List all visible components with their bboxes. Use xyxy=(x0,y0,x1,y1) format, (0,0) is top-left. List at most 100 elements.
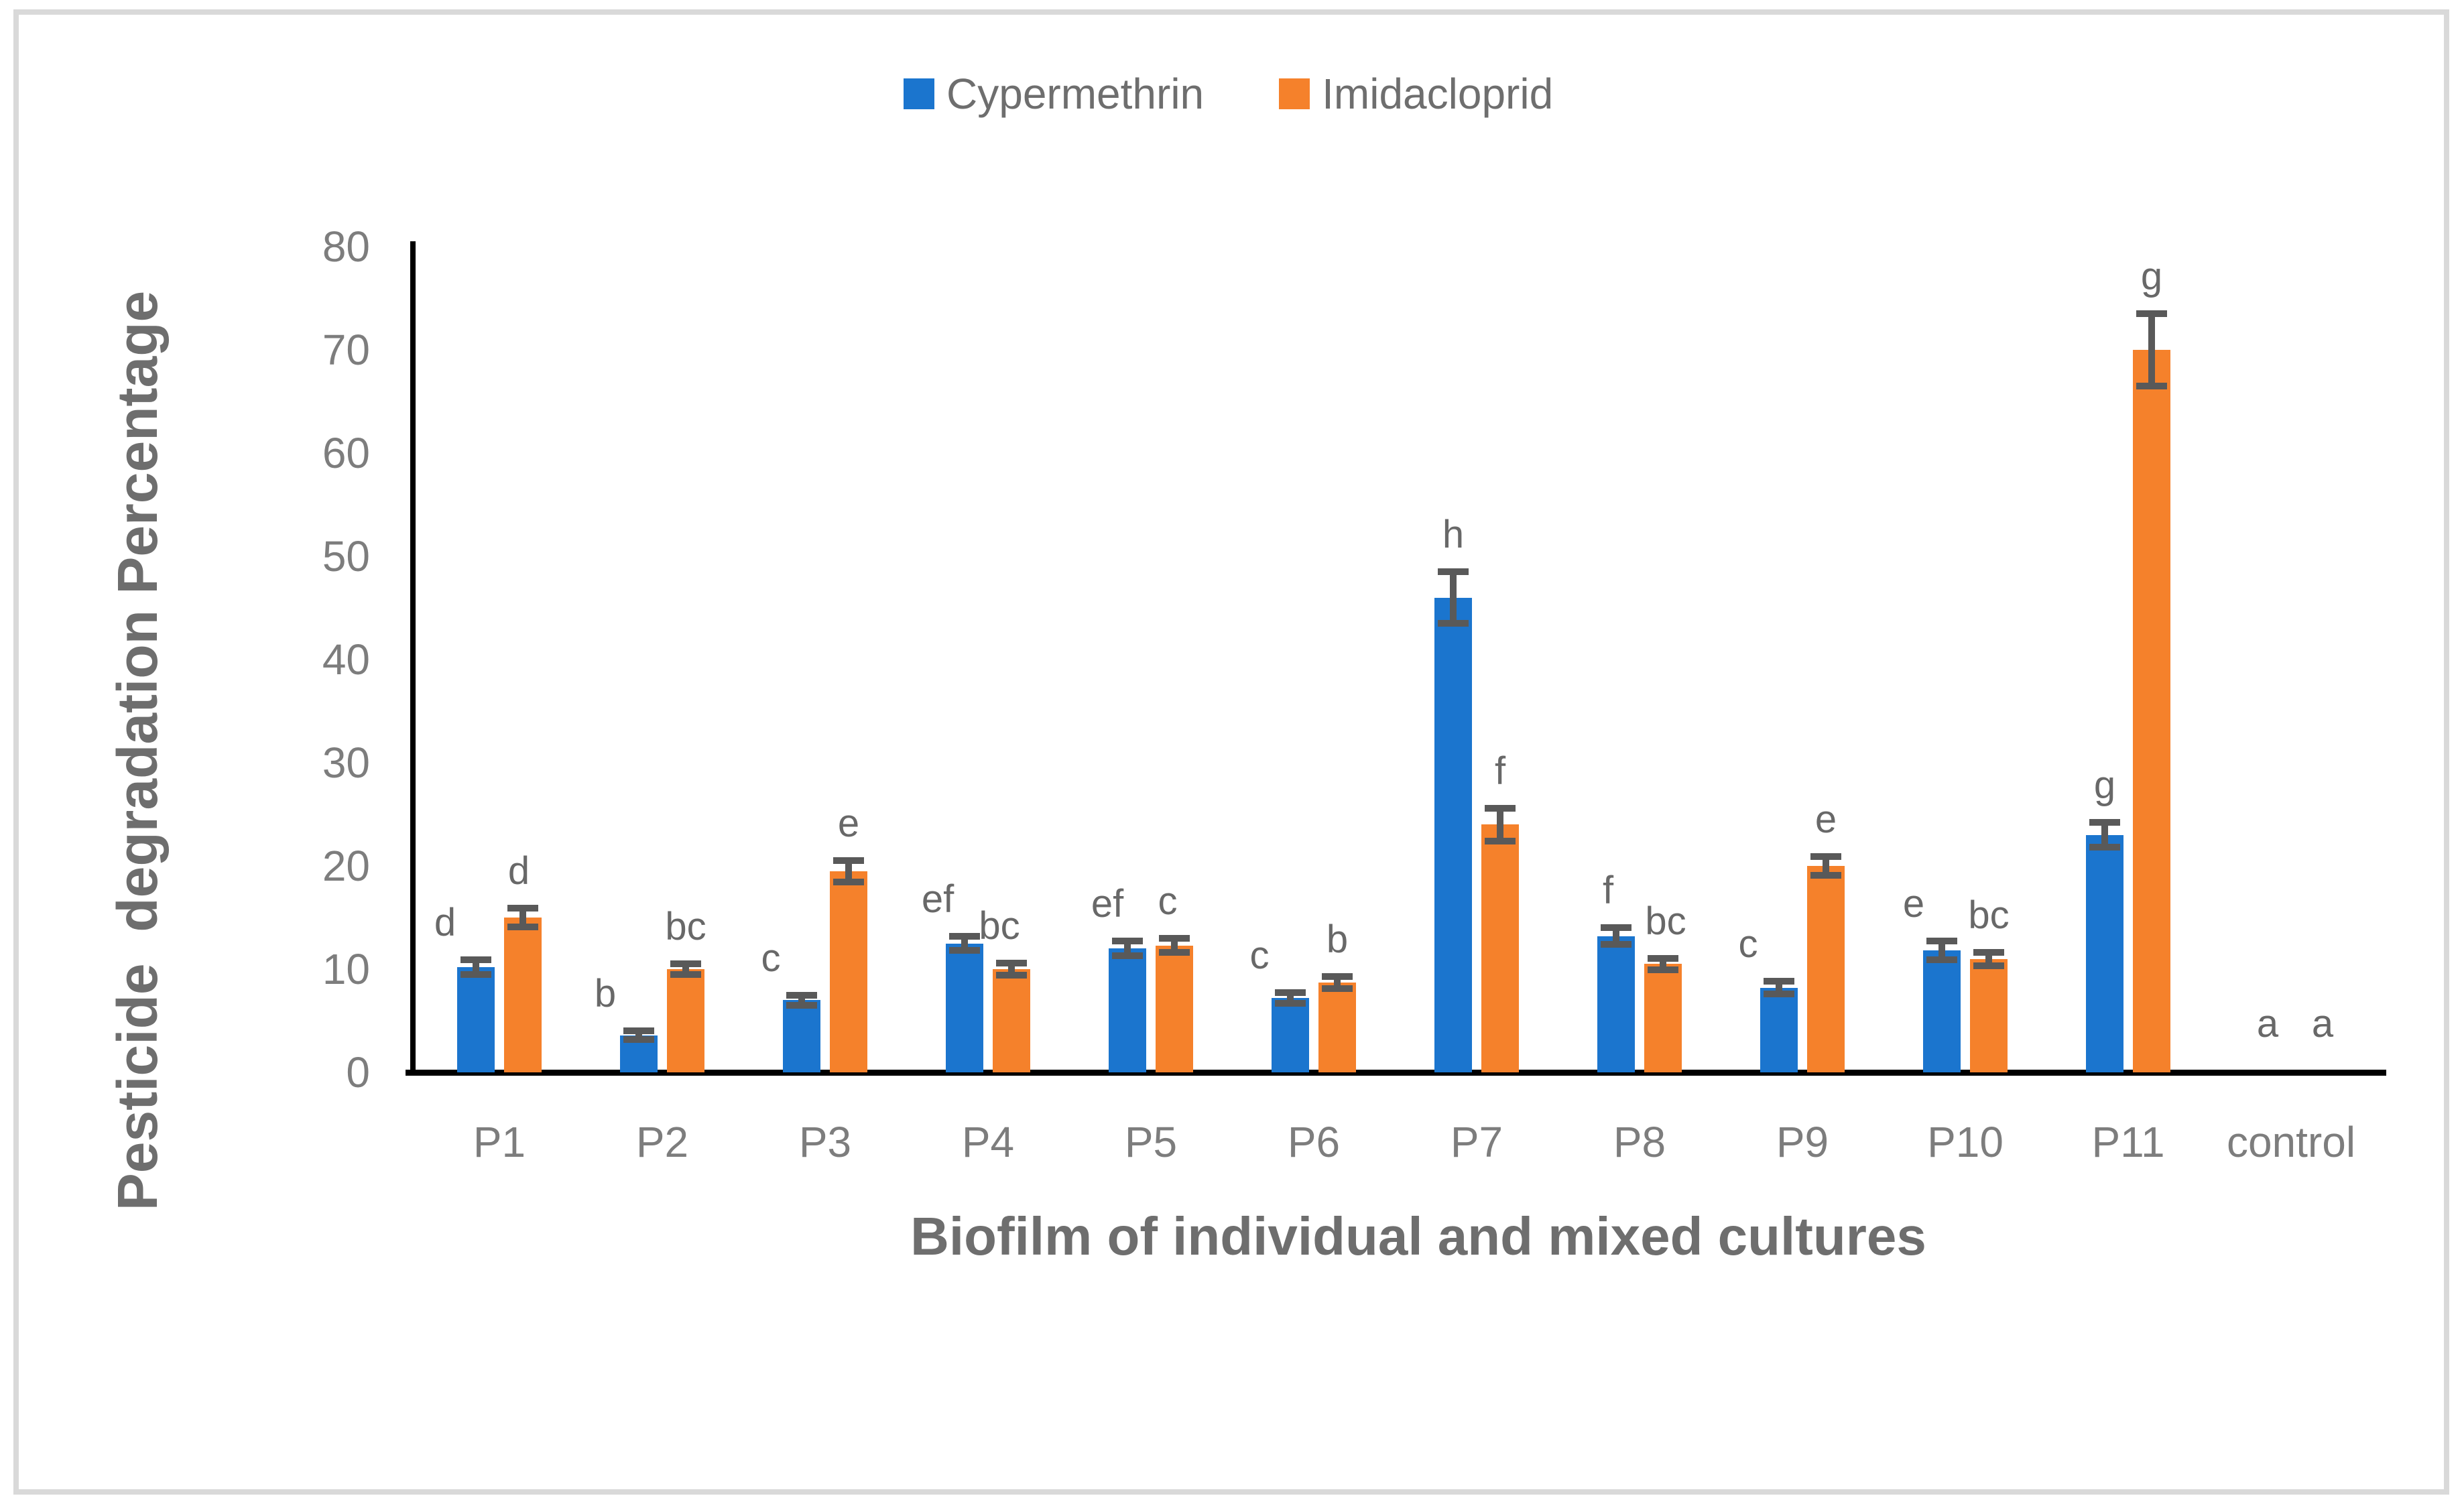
y-axis-line xyxy=(410,241,416,1075)
error-bar xyxy=(1660,958,1666,970)
error-bar xyxy=(519,908,526,927)
figure-border xyxy=(13,9,2449,1495)
bar-cypermethrin-p8 xyxy=(1597,936,1635,1072)
bar-imidacloprid-p4 xyxy=(993,969,1030,1072)
error-bar-cap xyxy=(1926,956,1957,964)
error-bar-cap xyxy=(1601,941,1631,948)
category-label-p5: P5 xyxy=(1124,1118,1178,1166)
error-bar xyxy=(2101,822,2108,848)
error-bar xyxy=(1450,572,1457,624)
legend: Cypermethrin Imidacloprid xyxy=(904,72,1553,115)
error-bar xyxy=(1171,938,1178,953)
significance-letter: a xyxy=(2256,1002,2279,1046)
error-bar xyxy=(635,1030,642,1040)
error-bar-cap xyxy=(1112,952,1143,959)
y-tick-label: 0 xyxy=(346,1048,370,1096)
bar-cypermethrin-p3 xyxy=(783,1000,820,1072)
error-bar-cap xyxy=(1601,924,1631,932)
error-bar-cap xyxy=(833,857,864,864)
category-label-p8: P8 xyxy=(1613,1118,1666,1166)
error-bar-cap xyxy=(1438,568,1469,576)
error-bar-cap xyxy=(1112,938,1143,945)
error-bar xyxy=(1938,941,1945,960)
error-bar xyxy=(798,995,805,1005)
bar-imidacloprid-p9 xyxy=(1807,866,1845,1072)
error-bar xyxy=(1334,976,1341,989)
category-label-p11: P11 xyxy=(2091,1118,2165,1166)
significance-letter: g xyxy=(2093,763,2116,808)
error-bar-cap xyxy=(786,991,817,999)
significance-letter: ef xyxy=(1091,882,1124,926)
error-bar xyxy=(1124,941,1131,956)
error-bar-cap xyxy=(460,970,491,978)
significance-letter: g xyxy=(2140,255,2163,299)
error-bar xyxy=(2148,314,2155,386)
legend-label-imidacloprid: Imidacloprid xyxy=(1322,70,1554,118)
y-tick-label: 30 xyxy=(322,739,370,787)
bar-imidacloprid-p10 xyxy=(1970,958,2008,1072)
error-bar-cap xyxy=(1810,853,1841,861)
bar-imidacloprid-p6 xyxy=(1318,983,1356,1072)
significance-letter: bc xyxy=(979,903,1020,948)
error-bar xyxy=(1287,993,1294,1003)
error-bar-cap xyxy=(460,956,491,964)
y-tick-label: 40 xyxy=(322,635,370,684)
significance-letter: c xyxy=(761,936,781,980)
category-label-p4: P4 xyxy=(961,1118,1015,1166)
error-bar xyxy=(1823,857,1829,875)
error-bar xyxy=(961,936,968,951)
bar-cypermethrin-p7 xyxy=(1434,597,1472,1072)
error-bar-cap xyxy=(507,905,538,912)
significance-letter: bc xyxy=(1645,899,1686,943)
category-label-p6: P6 xyxy=(1287,1118,1341,1166)
error-bar-cap xyxy=(2089,819,2120,826)
error-bar-cap xyxy=(949,932,980,940)
error-bar xyxy=(845,860,852,882)
y-tick-label: 10 xyxy=(322,945,370,993)
error-bar-cap xyxy=(1438,620,1469,627)
error-bar-cap xyxy=(1973,962,2004,969)
error-bar-cap xyxy=(2136,382,2167,389)
error-bar-cap xyxy=(1485,804,1516,812)
error-bar-cap xyxy=(670,971,701,979)
blue-square-icon xyxy=(904,78,934,109)
x-axis-line xyxy=(406,1070,2386,1076)
error-bar-cap xyxy=(1159,934,1190,942)
y-tick-label: 80 xyxy=(322,223,370,271)
error-bar-cap xyxy=(1648,954,1678,962)
error-bar-cap xyxy=(1159,949,1190,956)
error-bar-cap xyxy=(1275,999,1306,1007)
y-tick-label: 60 xyxy=(322,429,370,477)
error-bar xyxy=(1776,981,1782,994)
error-bar xyxy=(682,963,689,975)
error-bar-cap xyxy=(1810,871,1841,879)
bar-cypermethrin-p6 xyxy=(1272,998,1309,1072)
category-label-p7: P7 xyxy=(1450,1118,1503,1166)
significance-letter: c xyxy=(1158,879,1178,923)
error-bar-cap xyxy=(786,1001,817,1009)
significance-letter: f xyxy=(1602,869,1614,913)
significance-letter: d xyxy=(507,849,530,893)
y-tick-label: 20 xyxy=(322,842,370,890)
error-bar-cap xyxy=(1764,990,1794,997)
error-bar-cap xyxy=(1322,985,1353,993)
error-bar-cap xyxy=(1275,989,1306,997)
significance-letter: bc xyxy=(1968,893,2010,937)
category-label-control: control xyxy=(2226,1118,2356,1166)
legend-item-cypermethrin: Cypermethrin xyxy=(904,72,1204,115)
category-label-p2: P2 xyxy=(635,1118,689,1166)
bar-imidacloprid-p8 xyxy=(1644,964,1682,1072)
category-label-p9: P9 xyxy=(1776,1118,1829,1166)
significance-letter: f xyxy=(1494,749,1506,793)
significance-letter: e xyxy=(837,801,860,845)
error-bar-cap xyxy=(2089,844,2120,851)
error-bar-cap xyxy=(1926,938,1957,945)
bar-cypermethrin-p10 xyxy=(1923,950,1961,1072)
error-bar xyxy=(1613,928,1619,945)
error-bar-cap xyxy=(996,972,1027,979)
error-bar xyxy=(1008,962,1015,976)
significance-letter: b xyxy=(1326,917,1349,961)
significance-letter: d xyxy=(434,901,456,945)
error-bar-cap xyxy=(1485,838,1516,845)
